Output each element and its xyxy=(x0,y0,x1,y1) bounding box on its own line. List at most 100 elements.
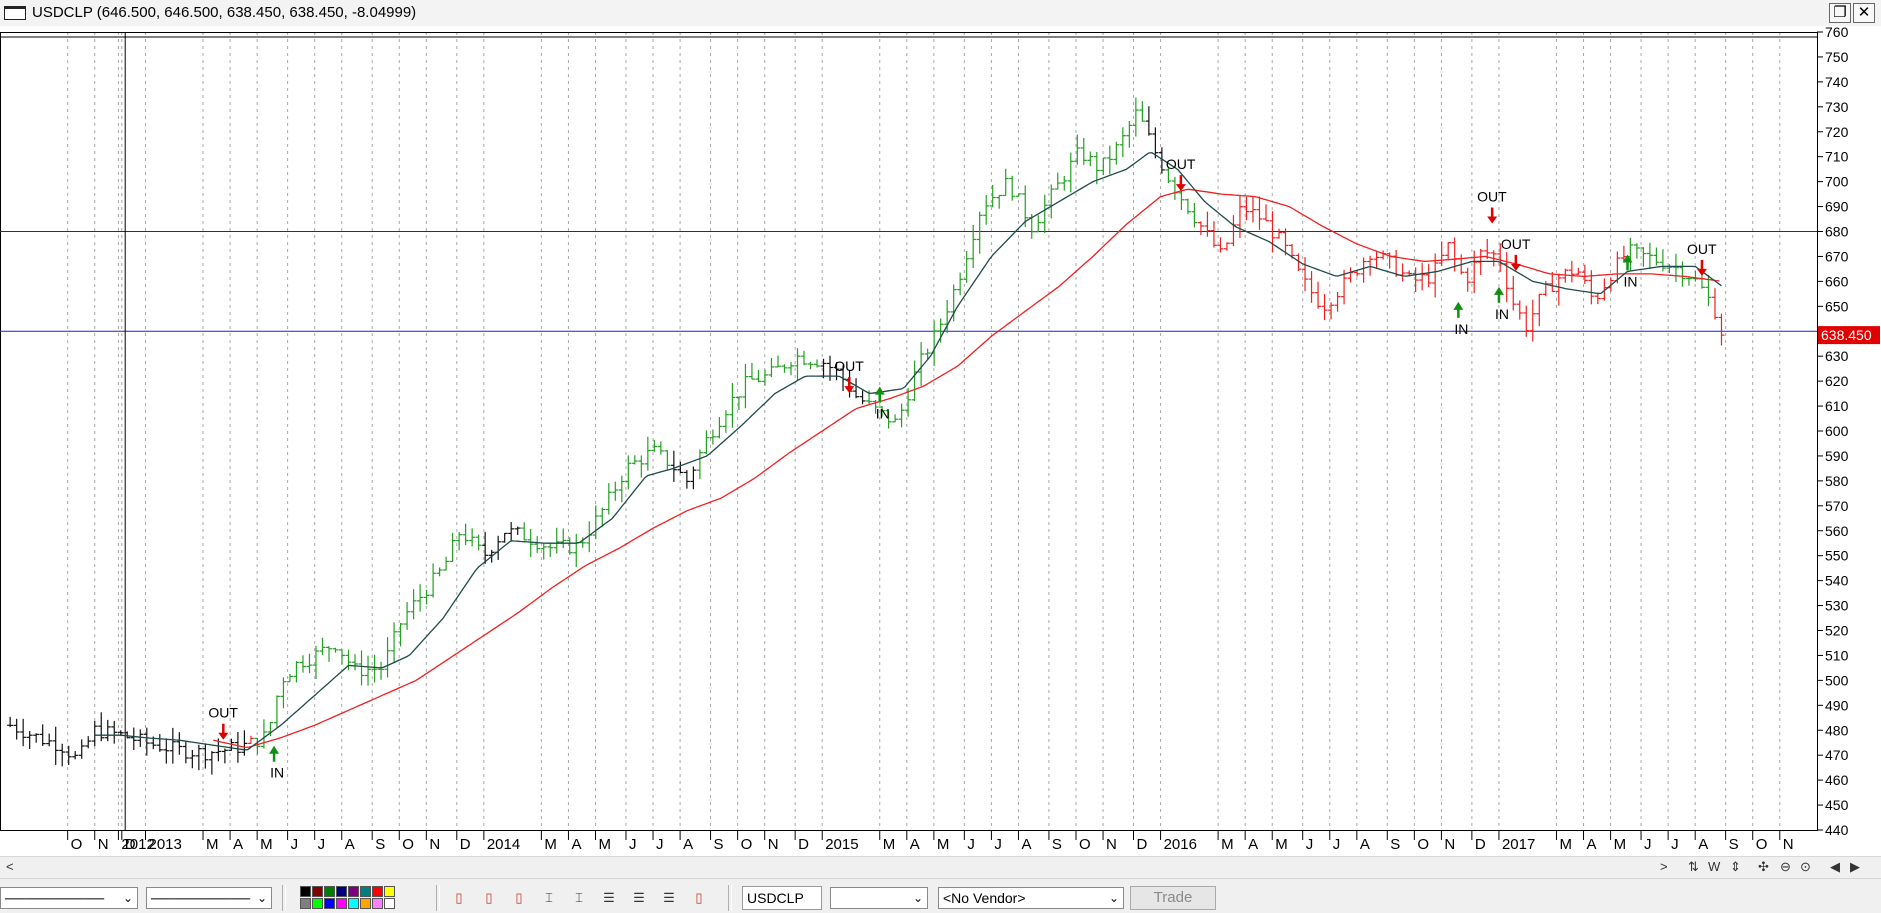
close-button[interactable]: ✕ xyxy=(1853,3,1875,23)
line-style-value: ────────── xyxy=(5,890,105,906)
palette-color-swatch[interactable] xyxy=(336,898,347,909)
x-tick-label: 2016 xyxy=(1164,836,1197,853)
chevron-down-icon: ⌄ xyxy=(256,891,267,905)
x-tick-label: A xyxy=(233,836,243,853)
layout-icon[interactable]: ☰ xyxy=(603,890,615,905)
sell-arrow-head xyxy=(1510,263,1521,271)
indicator-icon[interactable]: ⌶ xyxy=(545,890,553,905)
x-tick-label: J xyxy=(1306,836,1314,853)
x-tick-label: O xyxy=(1417,836,1429,853)
palette-color-swatch[interactable] xyxy=(384,898,395,909)
line-style-combo[interactable]: ────────── ⌄ xyxy=(0,887,138,909)
period-combo[interactable]: ⌄ xyxy=(830,887,928,909)
x-tick-label: J xyxy=(1333,836,1341,853)
palette-color-swatch[interactable] xyxy=(324,886,335,897)
x-tick-label: M xyxy=(1221,836,1234,853)
palette-color-swatch[interactable] xyxy=(360,898,371,909)
crosshair-icon[interactable]: ✣ xyxy=(1758,859,1769,874)
export-icon[interactable]: ▯ xyxy=(695,890,703,905)
signal-label-out: OUT xyxy=(1477,189,1507,205)
x-tick-label: N xyxy=(429,836,440,853)
study-icon[interactable]: ⌶ xyxy=(575,890,583,905)
x-tick-label: S xyxy=(714,836,724,853)
x-tick-label: A xyxy=(1248,836,1258,853)
x-tick-label: D xyxy=(460,836,471,853)
y-tick-label: 470 xyxy=(1825,747,1849,763)
x-tick-label: M xyxy=(599,836,612,853)
palette-color-swatch[interactable] xyxy=(348,886,359,897)
x-tick-label: 2014 xyxy=(487,836,520,853)
y-tick-label: 610 xyxy=(1825,398,1849,414)
x-tick-label: O xyxy=(741,836,753,853)
x-tick-label: M xyxy=(260,836,273,853)
signal-label-out: OUT xyxy=(208,705,238,721)
palette-color-swatch[interactable] xyxy=(372,886,383,897)
x-tick-label: M xyxy=(883,836,896,853)
y-tick-label: 560 xyxy=(1825,523,1849,539)
zoom-in-icon[interactable]: ⊙ xyxy=(1800,859,1811,874)
layout-split-icon[interactable]: ☰ xyxy=(633,890,645,905)
x-tick-label: J xyxy=(1644,836,1652,853)
toolbar-separator xyxy=(282,885,286,911)
nav-left-icon[interactable]: ◀ xyxy=(1830,859,1840,874)
restore-button[interactable]: ❐ xyxy=(1829,3,1851,23)
color-palette[interactable] xyxy=(300,886,404,910)
palette-color-swatch[interactable] xyxy=(300,898,311,909)
vendor-combo[interactable]: <No Vendor> ⌄ xyxy=(938,887,1124,909)
symbol-input[interactable]: USDCLP xyxy=(742,886,822,910)
sell-arrow-head xyxy=(1696,268,1707,276)
vertical-resize-icon[interactable]: ⇕ xyxy=(1730,859,1741,874)
chevron-down-icon: ⌄ xyxy=(1108,891,1119,905)
x-tick-label: A xyxy=(1698,836,1708,853)
chart-area[interactable]: 440 450 460 470 480 490 500 510 520 530 540 550 560 5… xyxy=(0,26,1881,864)
candle-chart-icon[interactable]: ▯ xyxy=(485,890,493,905)
signal-label-out: OUT xyxy=(1166,156,1196,172)
trade-button[interactable]: Trade xyxy=(1130,886,1216,910)
y-tick-label: 730 xyxy=(1825,99,1849,115)
palette-color-swatch[interactable] xyxy=(312,898,323,909)
x-tick-label: M xyxy=(206,836,219,853)
y-tick-label: 450 xyxy=(1825,797,1849,813)
line-width-combo[interactable]: ────────── ⌄ xyxy=(146,887,272,909)
title-bar: USDCLP (646.500, 646.500, 638.450, 638.4… xyxy=(0,0,1881,27)
buy-arrow-head xyxy=(1493,286,1504,295)
x-tick-label: S xyxy=(1052,836,1062,853)
palette-color-swatch[interactable] xyxy=(312,886,323,897)
palette-color-swatch[interactable] xyxy=(324,898,335,909)
x-tick-label: M xyxy=(1614,836,1627,853)
y-tick-label: 700 xyxy=(1825,174,1849,190)
palette-color-swatch[interactable] xyxy=(336,886,347,897)
palette-color-swatch[interactable] xyxy=(384,886,395,897)
layout-stack-icon[interactable]: ☰ xyxy=(663,890,675,905)
y-tick-label: 550 xyxy=(1825,548,1849,564)
palette-color-swatch[interactable] xyxy=(348,898,359,909)
palette-color-swatch[interactable] xyxy=(360,886,371,897)
palette-color-swatch[interactable] xyxy=(300,886,311,897)
palette-color-swatch[interactable] xyxy=(372,898,383,909)
buy-arrow-head xyxy=(874,386,885,395)
bar-chart-icon[interactable]: ▯ xyxy=(455,890,463,905)
x-tick-label: M xyxy=(1559,836,1572,853)
x-tick-label: A xyxy=(910,836,920,853)
price-chart[interactable]: 440 450 460 470 480 490 500 510 520 530 540 550 560 5… xyxy=(0,26,1881,856)
scroll-left-icon[interactable]: < xyxy=(6,859,14,874)
x-tick-label: J xyxy=(994,836,1002,853)
x-tick-label: 2017 xyxy=(1502,836,1535,853)
x-tick-label: J xyxy=(629,836,637,853)
line-width-value: ────────── xyxy=(151,890,251,906)
sync-icon[interactable]: ⇅ xyxy=(1688,859,1699,874)
horizontal-scrollbar[interactable]: < > ⇅ W ⇕ ✣ ⊖ ⊙ ◀ ▶ xyxy=(0,856,1881,879)
x-tick-label: J xyxy=(656,836,664,853)
y-tick-label: 650 xyxy=(1825,298,1849,314)
x-tick-label: M xyxy=(544,836,557,853)
y-tick-label: 500 xyxy=(1825,672,1849,688)
chart-background xyxy=(0,26,1881,856)
x-tick-label: O xyxy=(402,836,414,853)
zoom-out-icon[interactable]: ⊖ xyxy=(1780,859,1791,874)
line-chart-icon[interactable]: ▯ xyxy=(515,890,523,905)
nav-right-icon[interactable]: ▶ xyxy=(1850,859,1860,874)
weekly-icon[interactable]: W xyxy=(1708,859,1721,874)
buy-arrow-head xyxy=(269,745,280,754)
scroll-right-icon[interactable]: > xyxy=(1660,859,1668,874)
signal-label-out: OUT xyxy=(1687,241,1717,257)
